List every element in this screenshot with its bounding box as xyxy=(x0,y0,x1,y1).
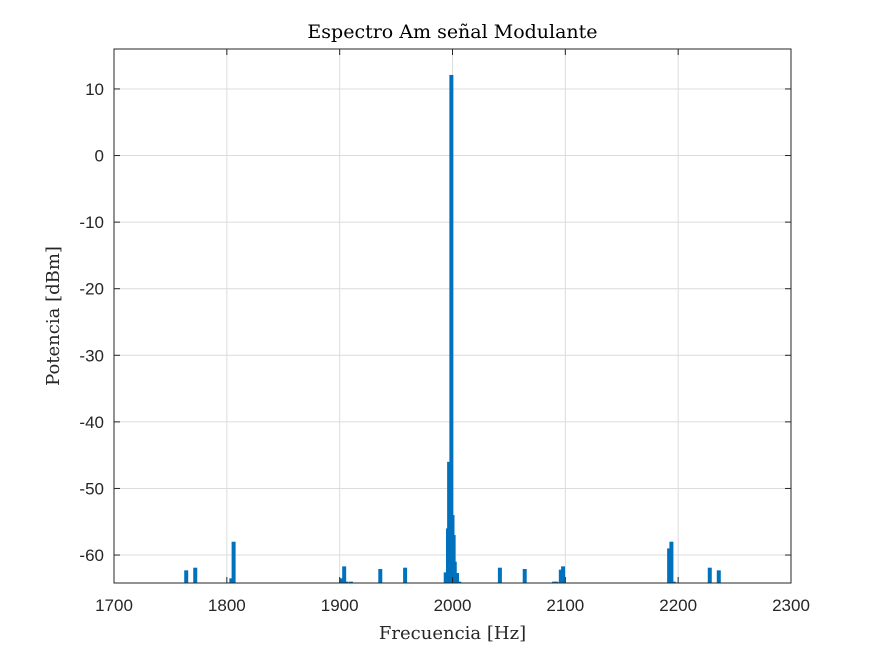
y-tick-label: 10 xyxy=(85,80,104,99)
y-tick-label: -10 xyxy=(79,213,104,232)
y-tick-labels: 10 0 -10 -20 -30 -40 -50 -60 xyxy=(79,80,104,565)
spectrum-bar xyxy=(455,573,460,583)
spectrum-bar xyxy=(451,535,456,583)
y-axis-label: Potencia [dBm] xyxy=(43,246,64,386)
x-tick-label: 1800 xyxy=(208,596,246,615)
spectrum-bar xyxy=(193,567,198,583)
spectrum-bar xyxy=(716,570,721,583)
chart-title: Espectro Am señal Modulante xyxy=(307,21,597,43)
x-tick-labels: 1700 1800 1900 2000 2100 2200 2300 xyxy=(95,596,810,615)
spectrum-bar xyxy=(378,569,383,583)
y-tick-label: -40 xyxy=(79,413,104,432)
spectrum-bar xyxy=(452,561,457,583)
spectrum-bar xyxy=(184,570,189,583)
spectrum-bar xyxy=(707,567,712,583)
spectrum-bar xyxy=(457,581,462,583)
y-tick-label: 0 xyxy=(95,147,104,166)
x-tick-label: 2200 xyxy=(659,596,697,615)
spectrum-bar xyxy=(667,548,672,583)
spectrum-bar xyxy=(339,578,344,583)
x-tick-label: 2300 xyxy=(772,596,810,615)
y-tick-label: -20 xyxy=(79,280,104,299)
spectrum-bar xyxy=(558,569,563,583)
spectrum-bar xyxy=(229,578,234,583)
axis-ticks xyxy=(113,49,792,583)
spectrum-bars xyxy=(184,74,721,583)
spectrum-bar xyxy=(231,541,236,583)
y-tick-label: -60 xyxy=(79,546,104,565)
x-axis-label: Frecuencia [Hz] xyxy=(379,623,526,644)
spectrum-bar xyxy=(561,566,566,583)
y-tick-label: -50 xyxy=(79,479,104,498)
x-tick-label: 1700 xyxy=(95,596,133,615)
spectrum-bar xyxy=(497,567,502,583)
spectrum-bar xyxy=(443,572,448,583)
spectrum-bar xyxy=(449,74,454,583)
x-tick-label: 2100 xyxy=(546,596,584,615)
spectrum-bar xyxy=(554,581,559,583)
spectrum-bar xyxy=(403,567,408,583)
spectrum-bar xyxy=(348,581,353,583)
spectrum-bar xyxy=(342,566,347,583)
spectrum-bar xyxy=(447,461,452,583)
spectrum-bar xyxy=(522,569,527,583)
x-tick-label: 2000 xyxy=(434,596,472,615)
spectrum-bar xyxy=(671,581,676,583)
spectrum-bar xyxy=(344,581,349,583)
y-tick-label: -30 xyxy=(79,346,104,365)
x-tick-label: 1900 xyxy=(321,596,359,615)
spectrum-bar xyxy=(552,581,557,583)
spectrum-bar xyxy=(669,541,674,583)
